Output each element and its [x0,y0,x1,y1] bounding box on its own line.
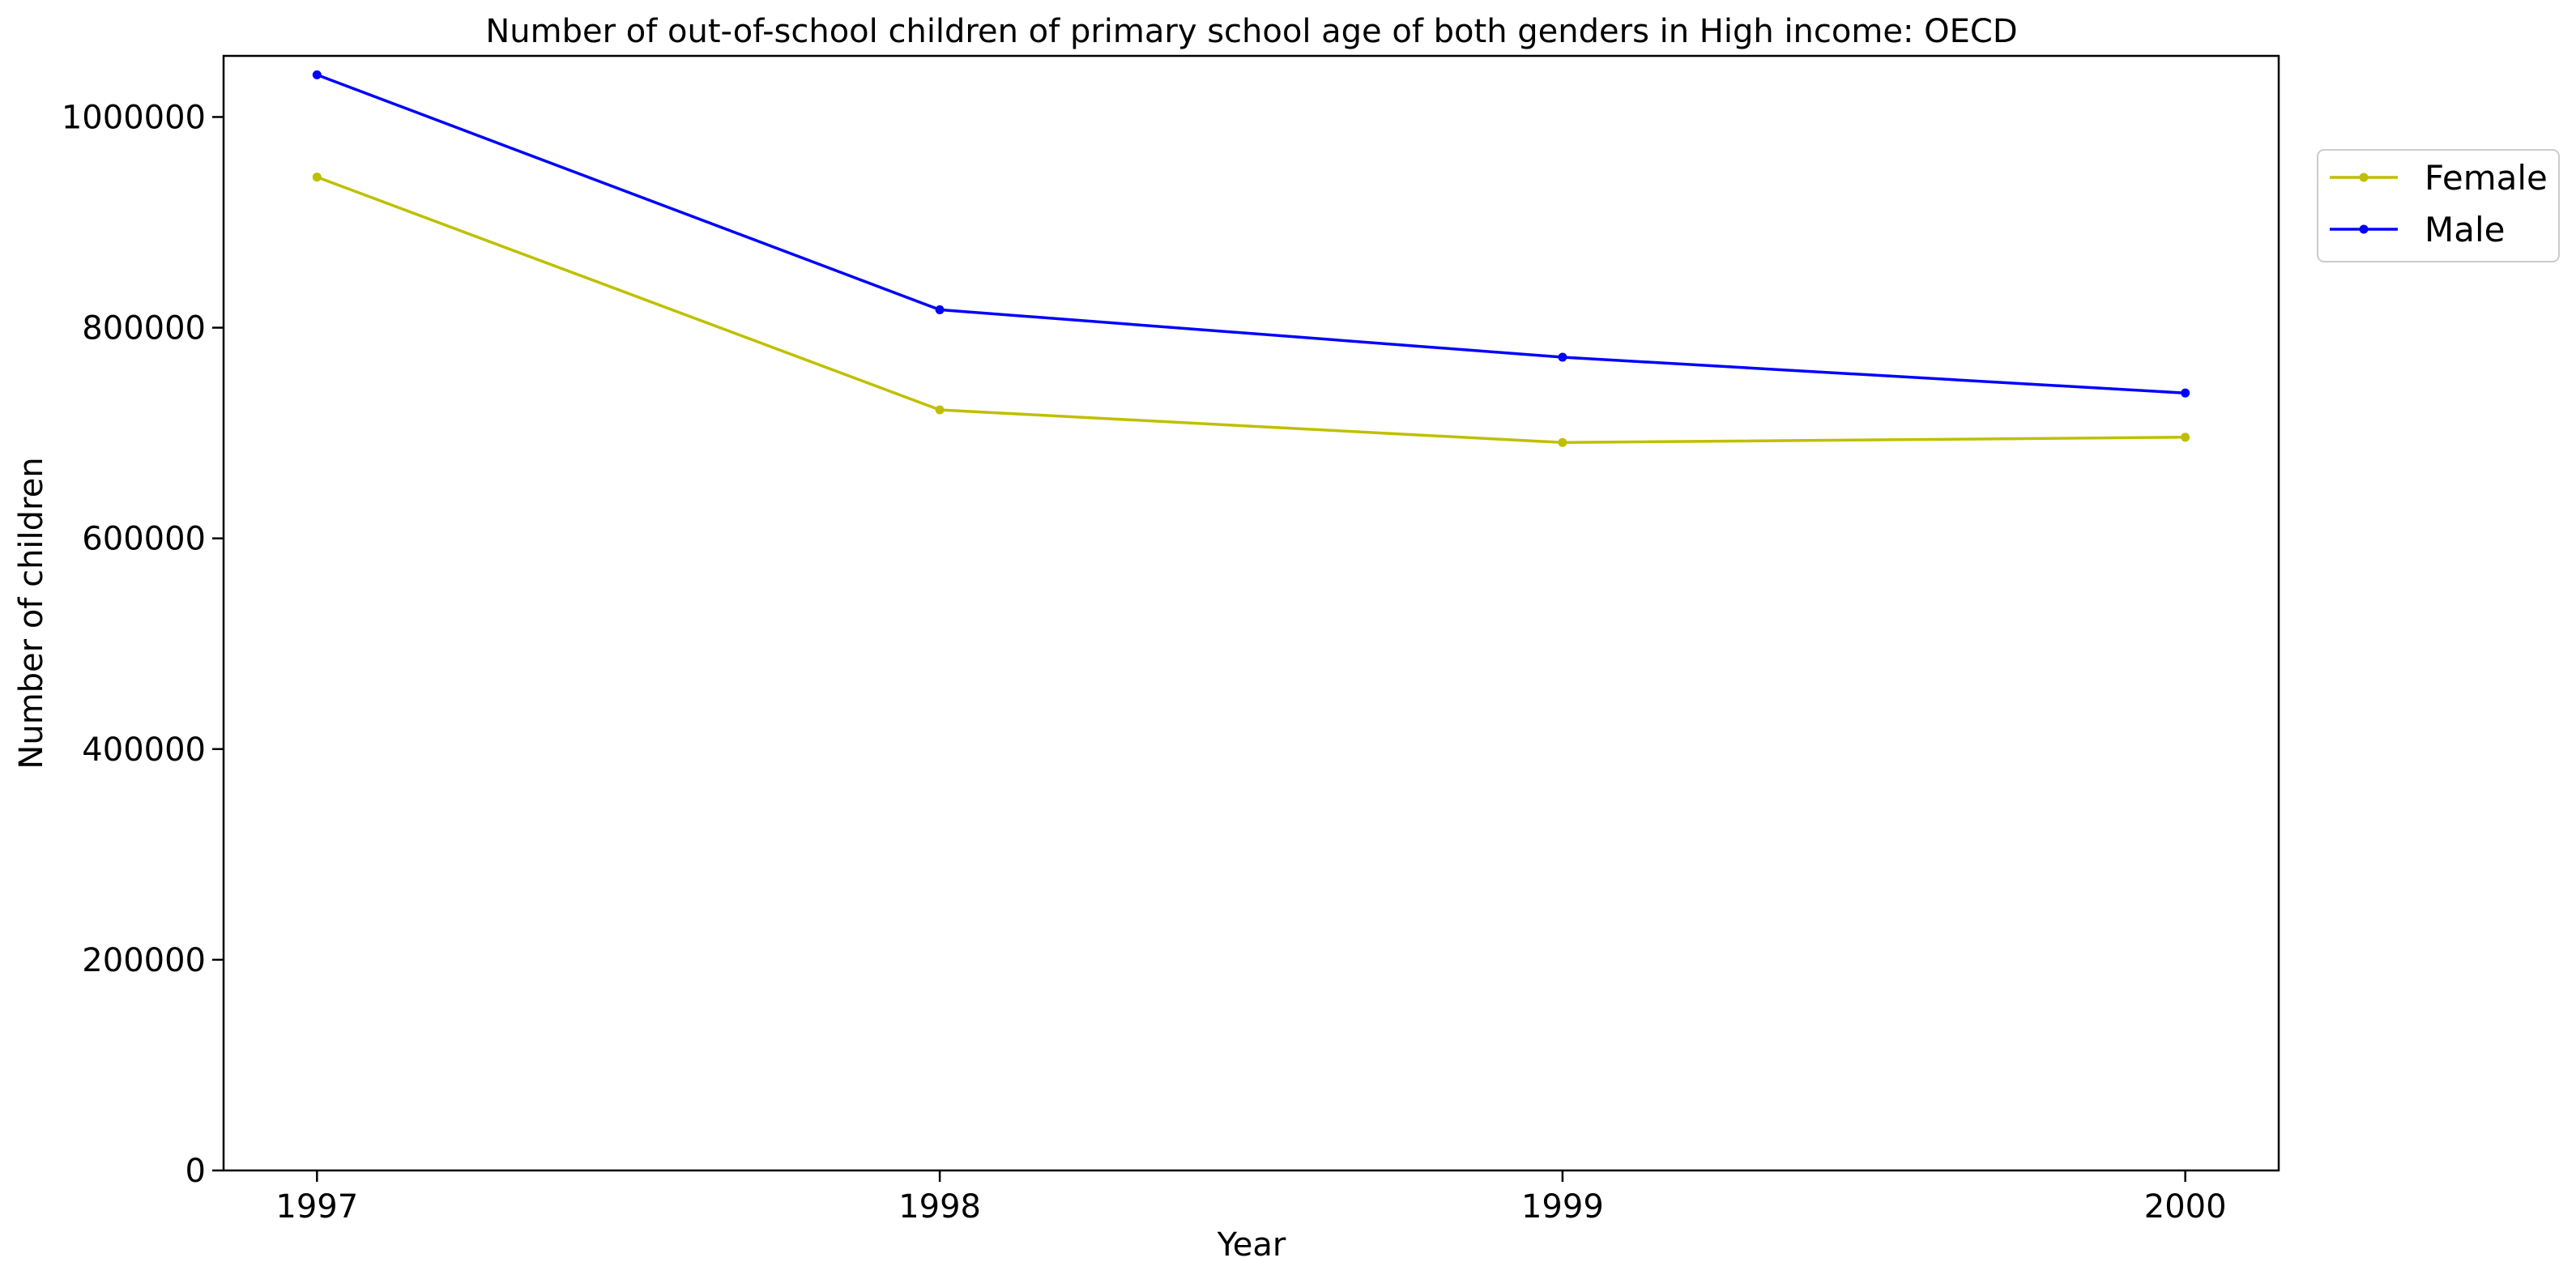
y-tick-label: 800000 [82,310,206,347]
legend: Female Male [2317,149,2560,262]
series-line-female [316,175,2186,445]
y-tick-label: 0 [186,1153,206,1190]
x-axis-label: Year [1217,1226,1286,1264]
x-tick-label: 1997 [275,1188,358,1226]
series-layer [312,70,2190,447]
data-point-female [1558,437,1567,447]
data-point-male [312,70,322,79]
x-tick-label: 2000 [2144,1188,2227,1226]
y-axis: 0 200000 400000 600000 800000 1000000 [62,99,224,1190]
y-tick-label: 200000 [82,942,206,979]
y-tick-label: 1000000 [62,99,206,136]
x-tick-label: 1998 [898,1188,981,1226]
y-axis-label: Number of children [13,457,50,769]
y-tick-label: 600000 [82,521,206,558]
legend-label-female: Female [2425,158,2548,198]
data-point-male [935,305,945,314]
legend-marker-female [2359,173,2369,182]
data-point-female [312,173,322,182]
x-tick-label: 1999 [1521,1188,1604,1226]
data-point-male [1558,352,1567,362]
legend-marker-male [2359,224,2369,234]
legend-label-male: Male [2425,210,2505,249]
y-tick-label: 400000 [82,731,206,769]
plot-area [222,54,2280,1172]
data-point-female [2181,433,2190,442]
chart-title: Number of out-of-school children of prim… [485,13,2017,50]
series-line-male [316,73,2186,394]
data-point-female [935,405,945,415]
x-axis: 1997 1998 1999 2000 [275,1170,2227,1226]
data-point-male [2181,388,2190,398]
